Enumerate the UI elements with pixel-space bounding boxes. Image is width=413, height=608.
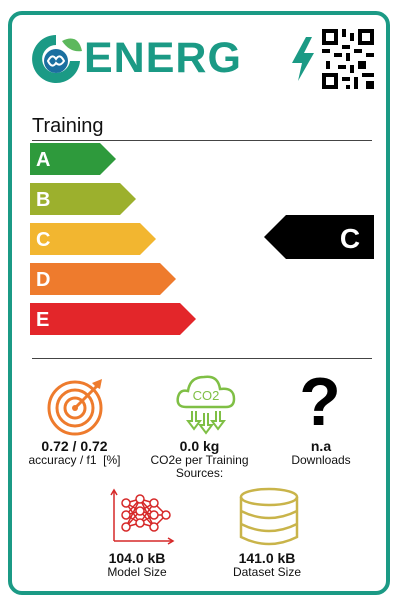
accuracy-metric: 0.72 / 0.72 accuracy / f1 [%]: [12, 438, 137, 467]
class-bar-label: E: [36, 309, 49, 331]
downloads-value: n.a: [310, 438, 332, 454]
class-bar-label: B: [36, 189, 50, 211]
accuracy-value: 0.72 / 0.72: [41, 438, 108, 454]
question-icon: ?: [299, 364, 341, 440]
brain-leaf-logo-icon: [32, 35, 82, 83]
model-size-label: Model Size: [107, 565, 167, 579]
qr-code-icon: [322, 29, 374, 89]
current-rating-indicator: C: [264, 215, 374, 259]
co2-cloud-icon: CO2: [176, 375, 236, 435]
divider: [32, 358, 372, 359]
class-bar-label: C: [36, 229, 50, 251]
section-title: Training: [32, 115, 104, 137]
dataset-size-value: 141.0 kB: [238, 550, 296, 566]
model-size-value: 104.0 kB: [108, 550, 166, 566]
class-bar-a: [30, 143, 116, 175]
dataset-size-label: Dataset Size: [232, 565, 302, 579]
class-bar-c: [30, 223, 156, 255]
class-bar-label: D: [36, 269, 50, 291]
co2-label: CO2e per Training: [150, 453, 249, 467]
class-bar-b: [30, 183, 136, 215]
current-rating-label: C: [340, 223, 360, 254]
downloads-metric: n.a Downloads: [262, 438, 380, 467]
target-icon: [47, 379, 103, 436]
co2-sources-label: Sources:: [175, 466, 224, 480]
co2-metric: 0.0 kg CO2e per Training Sources:: [137, 438, 262, 480]
model-size-metric: 104.0 kB Model Size: [72, 550, 202, 579]
lightning-bolt-icon: [292, 37, 314, 81]
class-bar-e: [30, 303, 196, 335]
co2-value: 0.0 kg: [179, 438, 220, 454]
dataset-size-metric: 141.0 kB Dataset Size: [202, 550, 332, 579]
neural-network-icon: [110, 488, 175, 545]
database-icon: [239, 487, 299, 546]
divider: [32, 140, 372, 141]
class-bar-d: [30, 263, 176, 295]
co2-icon-text: CO2: [193, 388, 220, 403]
accuracy-label: accuracy / f1 [%]: [28, 453, 121, 467]
brand-name: ENERG: [84, 34, 242, 82]
downloads-label: Downloads: [291, 453, 351, 467]
class-bar-label: A: [36, 149, 50, 171]
